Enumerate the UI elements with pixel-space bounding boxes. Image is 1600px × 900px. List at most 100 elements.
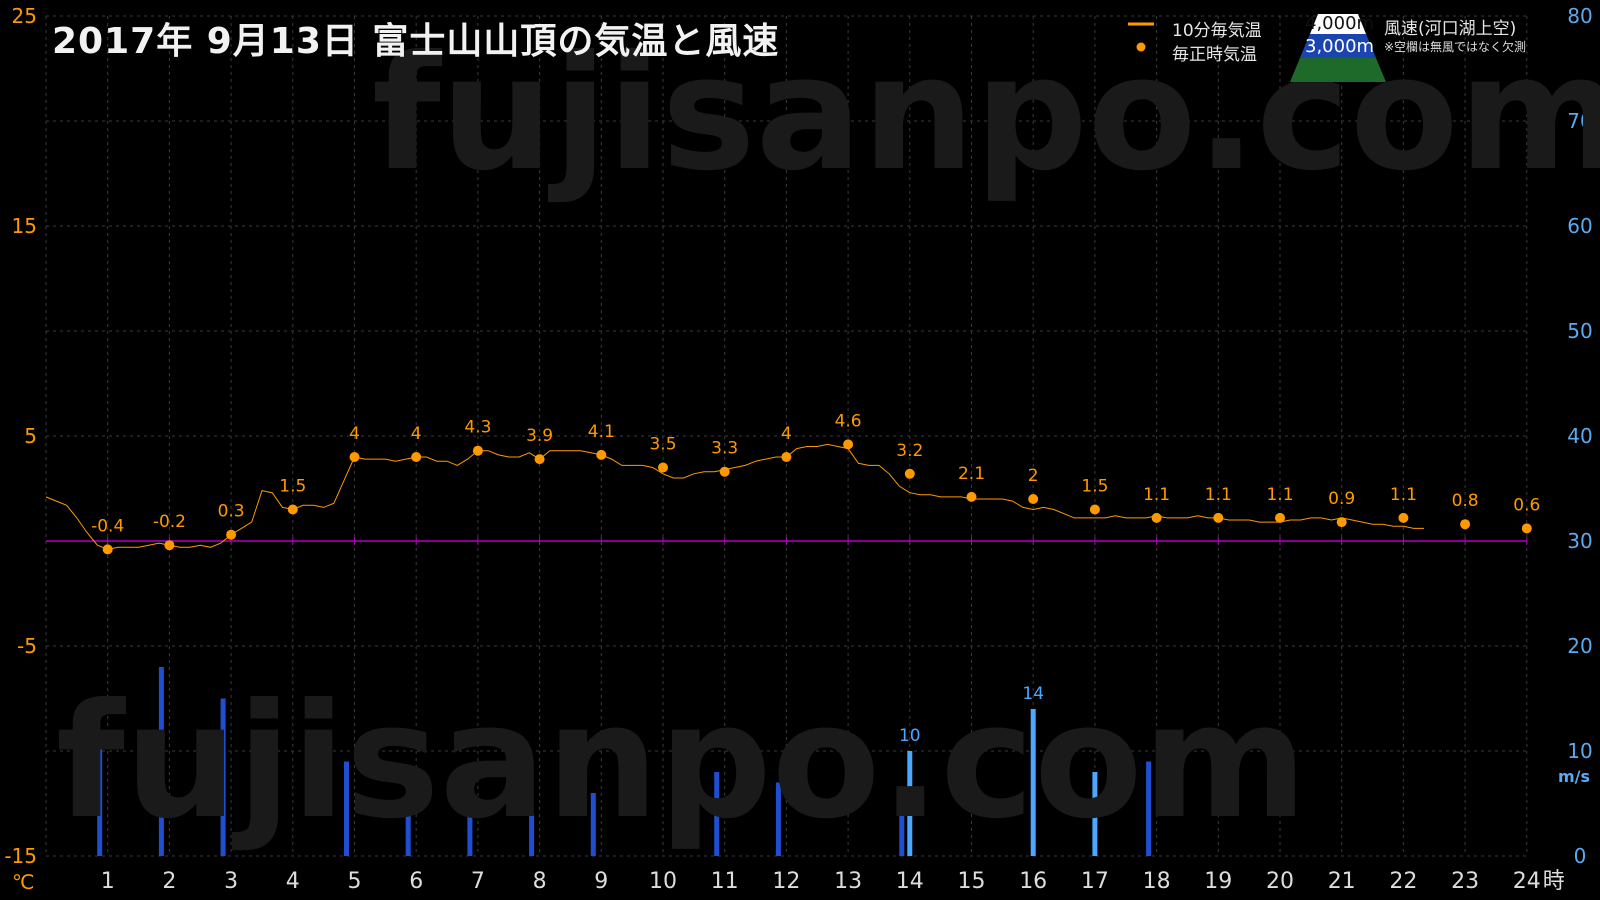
x-axis-tick-label: 14	[896, 869, 924, 894]
right-axis-tick-label: 10	[1567, 739, 1592, 763]
hourly-temperature-point	[966, 491, 977, 502]
hourly-temperature-label: 3.3	[711, 439, 738, 459]
right-axis-unit: m/s	[1558, 767, 1590, 786]
hourly-temperature-point	[349, 452, 360, 462]
left-axis-tick-label: -5	[17, 634, 37, 658]
x-axis-tick-label: 22	[1389, 869, 1417, 894]
x-axis-tick-label: 24	[1513, 869, 1541, 894]
hourly-temperature-point	[534, 454, 545, 465]
right-axis-tick-label: 20	[1567, 634, 1592, 658]
legend-ten-minute-temperature: 10分毎気温	[1172, 21, 1262, 41]
left-axis: 25 15 5 -5 -15℃	[4, 4, 37, 894]
x-axis-tick-label: 23	[1451, 869, 1479, 894]
hourly-temperature-point	[1275, 512, 1285, 523]
x-axis-tick-label: 4	[286, 869, 300, 894]
wind-labels: 10 14	[899, 684, 1044, 746]
hourly-temperature-label: 0.9	[1328, 489, 1355, 509]
watermark-top: fujisanpo.com	[372, 22, 1600, 206]
mountain-icon	[1290, 14, 1386, 82]
wind-3000-bar	[907, 751, 913, 856]
right-axis-tick-label: 50	[1567, 319, 1592, 343]
hourly-temperature-label: -0.4	[91, 516, 124, 536]
wind-4000-bar	[344, 761, 349, 856]
x-axis-tick-label: 21	[1328, 869, 1356, 894]
hourly-temperature-point	[719, 466, 730, 477]
hourly-temperature-label: 0.3	[218, 502, 245, 522]
hourly-temperature-label: 0.8	[1452, 491, 1479, 511]
left-axis-tick-label: 15	[12, 214, 37, 238]
wind-value-label: 14	[1022, 684, 1044, 704]
hourly-temperature-point	[472, 445, 483, 456]
wind-4000-bar	[220, 698, 226, 856]
left-axis-tick-label: 5	[24, 424, 37, 448]
hourly-temperature-label: 1.1	[1390, 485, 1417, 505]
hourly-temperature-point	[102, 544, 113, 555]
hourly-temperature-label: 1.1	[1205, 485, 1232, 505]
left-axis-unit: ℃	[12, 870, 34, 894]
right-axis-tick-label: 0	[1574, 844, 1587, 868]
watermark-bottom: fujisanpo.com	[56, 670, 1308, 854]
x-axis-tick-label: 15	[958, 869, 986, 894]
wind-4000-bar	[405, 803, 411, 856]
hourly-temperature-point	[1028, 494, 1039, 504]
hourly-temperature-label: 4	[411, 424, 422, 444]
wind-4000-bar	[158, 667, 164, 856]
hourly-temperature-label: 4	[781, 424, 792, 444]
hourly-temperature-point	[1521, 523, 1532, 534]
hourly-temperature-label: 1.5	[1081, 477, 1108, 497]
hourly-temperature-point	[843, 439, 854, 450]
hourly-temperature-point	[1089, 504, 1100, 515]
wind-4000-bar	[590, 793, 596, 856]
left-axis-tick-label: -15	[4, 844, 37, 868]
wind-4000-bar	[97, 740, 103, 856]
wind-bars	[97, 667, 1152, 856]
hourly-temperature-point	[1460, 519, 1471, 530]
x-axis-tick-label: 9	[594, 869, 608, 894]
x-axis-tick-label: 12	[772, 869, 800, 894]
left-axis-tick-label: 25	[12, 4, 37, 28]
legend-altitude-3000: 3,000m	[1305, 36, 1375, 57]
x-axis-tick-label: 18	[1143, 869, 1171, 894]
hourly-temperature-label: -0.2	[153, 512, 186, 532]
hourly-temperature-point	[1398, 512, 1409, 523]
right-axis-tick-label: 70	[1567, 109, 1592, 133]
x-axis-tick-label: 17	[1081, 869, 1109, 894]
hourly-temperature-point	[1213, 512, 1224, 523]
x-axis-tick-label: 8	[533, 869, 547, 894]
hourly-temperature-label: 0.6	[1513, 495, 1540, 515]
hourly-temperature-label: 3.9	[526, 426, 553, 446]
x-axis-tick-label: 2	[162, 869, 176, 894]
legend-hourly-temperature: 毎正時気温	[1172, 45, 1257, 65]
legend-altitude-4000: 4,000m	[1305, 13, 1375, 34]
x-axis-tick-label: 13	[834, 869, 862, 894]
wind-4000-bar	[529, 814, 535, 856]
hourly-temperature-label: 2.1	[958, 464, 985, 484]
x-axis-tick-label: 7	[471, 869, 485, 894]
hourly-temperature-point	[596, 449, 607, 460]
legend-wind-label: 風速(河口湖上空)	[1384, 19, 1517, 39]
hourly-temperature-labels: -0.4 -0.2 0.3 1.5 4 4 4.3 3.9 4.1 3.5 3.3 4 4.6 3.2 2.…	[91, 411, 1540, 536]
wind-3000-bar	[1030, 709, 1036, 856]
hourly-temperature-point	[904, 468, 915, 479]
wind-4000-bar	[899, 793, 905, 856]
hourly-temperature-point	[658, 462, 668, 473]
hourly-temperature-point	[226, 529, 237, 540]
right-axis-tick-label: 80	[1567, 4, 1592, 28]
right-axis-tick-label: 40	[1567, 424, 1592, 448]
x-axis-tick-label: 3	[224, 869, 238, 894]
wind-4000-bar	[1146, 761, 1152, 856]
right-axis: 80 70 60 50 40 30 20 10 0 m/s	[1558, 4, 1593, 868]
x-axis-tick-label: 20	[1266, 869, 1294, 894]
wind-4000-bar	[467, 793, 473, 856]
hourly-temperature-label: 2	[1028, 466, 1039, 486]
legend-missing-note: ※空欄は無風ではなく欠測	[1384, 40, 1527, 54]
hourly-temperature-label: 4.1	[588, 422, 615, 442]
x-axis-tick-label: 16	[1019, 869, 1047, 894]
hourly-temperature-label: 4.6	[835, 411, 862, 431]
wind-4000-bar	[714, 772, 720, 856]
hourly-temperature-point	[287, 504, 298, 515]
x-axis-tick-label: 5	[348, 869, 362, 894]
hourly-temperature-label: 1.1	[1143, 485, 1170, 505]
hourly-temperature-point	[164, 540, 175, 551]
right-axis-tick-label: 60	[1567, 214, 1592, 238]
